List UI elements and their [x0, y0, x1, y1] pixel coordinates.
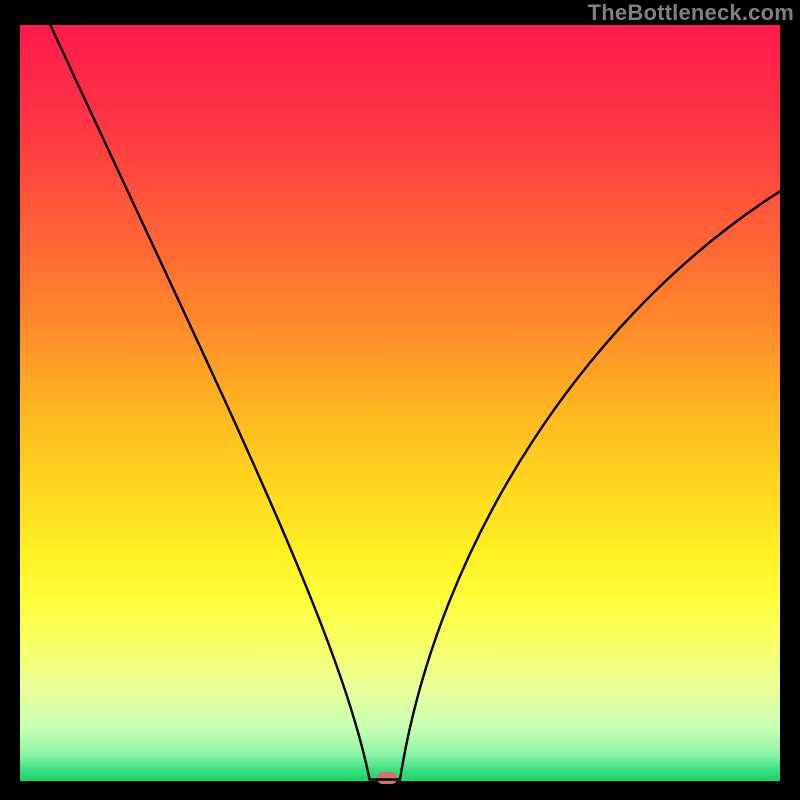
bottleneck-chart: [0, 0, 800, 800]
optimal-marker: [377, 772, 398, 784]
chart-container: TheBottleneck.com: [0, 0, 800, 800]
watermark-text: TheBottleneck.com: [588, 0, 794, 26]
plot-background: [20, 25, 780, 781]
